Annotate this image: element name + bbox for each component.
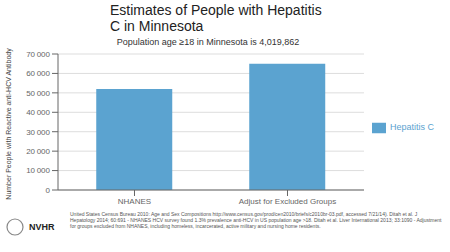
html-text:Number People with Reactive an: Number People with Reactive anti-HCV Ant… <box>5 48 12 200</box>
html-text:for groups excluded from NHANE: for groups excluded from NHANES, includi… <box>70 223 321 229</box>
svg-text:60 000: 60 000 <box>26 69 50 78</box>
svg-text:30 000: 30 000 <box>26 128 50 137</box>
svg-text:Adjust for Excluded Groups: Adjust for Excluded Groups <box>239 197 336 206</box>
svg-text:50 000: 50 000 <box>26 89 50 98</box>
svg-text:NHANES: NHANES <box>118 197 151 206</box>
html-text:Population age ≥18 in Minnesot: Population age ≥18 in Minnesota is 4,019… <box>116 37 300 47</box>
html-text:United States Census Bureau 20: United States Census Bureau 2010: Age an… <box>70 211 418 217</box>
html-text:Hepatology 2014; 60:691 - NHAN: Hepatology 2014; 60:691 - NHANES HCV sur… <box>70 217 442 223</box>
html-text:Estimates of People with Hepat: Estimates of People with Hepatitis <box>110 2 322 18</box>
svg-text:70 000: 70 000 <box>26 50 50 59</box>
svg-text:20 000: 20 000 <box>26 147 50 156</box>
html-text:NVHR: NVHR <box>29 222 55 232</box>
svg-text:40 000: 40 000 <box>26 108 50 117</box>
svg-text:10 000: 10 000 <box>26 166 50 175</box>
svg-text:0: 0 <box>46 186 51 195</box>
html-text:Hepatitis C: Hepatitis C <box>390 122 434 133</box>
html-text:C in Minnesota: C in Minnesota <box>110 18 204 34</box>
